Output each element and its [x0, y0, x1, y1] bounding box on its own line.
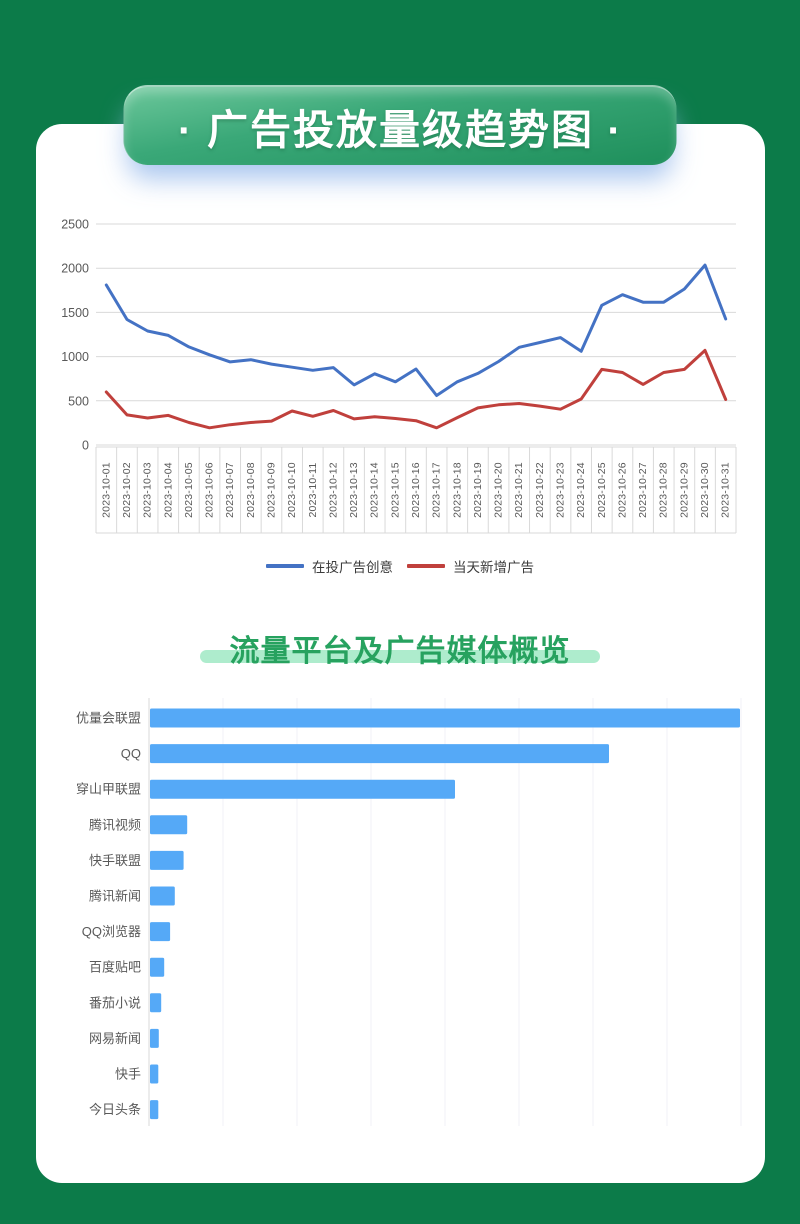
x-axis-label: 2023-10-11	[307, 463, 319, 518]
bar	[150, 886, 175, 906]
y-axis-tick: 500	[68, 394, 89, 408]
x-axis-label: 2023-10-05	[183, 462, 195, 518]
bar	[150, 708, 740, 728]
bar	[150, 957, 165, 977]
x-axis-label: 2023-10-25	[596, 462, 608, 518]
x-axis-label: 2023-10-10	[286, 462, 298, 518]
banner: · 广告投放量级趋势图 ·	[123, 85, 677, 165]
bar-category-label: 网易新闻	[89, 1031, 141, 1046]
legend-swatch-red	[407, 564, 445, 568]
bar	[150, 779, 455, 799]
x-axis-label: 2023-10-21	[513, 462, 525, 518]
x-axis-label: 2023-10-12	[327, 462, 339, 518]
bar	[150, 1100, 159, 1120]
x-axis-label: 2023-10-30	[699, 462, 711, 518]
x-axis-label: 2023-10-28	[658, 462, 670, 518]
x-axis-label: 2023-10-24	[575, 462, 587, 518]
bar-category-label: 番茄小说	[89, 995, 141, 1010]
x-axis-label: 2023-10-08	[245, 462, 257, 518]
x-axis-label: 2023-10-03	[142, 462, 154, 518]
x-axis-label: 2023-10-29	[678, 462, 690, 518]
bar-category-label: 优量会联盟	[76, 711, 141, 726]
bar-category-label: 今日头条	[89, 1102, 141, 1117]
x-axis-label: 2023-10-31	[720, 462, 732, 518]
section2-title: 流量平台及广告媒体概览	[229, 635, 571, 668]
x-axis-label: 2023-10-23	[555, 462, 567, 518]
x-axis-label: 2023-10-17	[431, 462, 443, 518]
bar-category-label: 腾讯新闻	[89, 889, 141, 904]
page-title: · 广告投放量级趋势图 ·	[177, 107, 624, 153]
bar	[150, 815, 188, 835]
x-axis-label: 2023-10-09	[265, 462, 277, 518]
x-axis-label: 2023-10-14	[369, 462, 381, 518]
legend-swatch-blue	[266, 564, 304, 568]
x-axis-label: 2023-10-13	[348, 462, 360, 518]
x-axis-label: 2023-10-27	[637, 462, 649, 518]
title-underline-decoration	[200, 650, 600, 663]
bar	[150, 922, 171, 942]
bar-category-label: QQ	[121, 746, 141, 761]
x-axis-label: 2023-10-16	[410, 462, 422, 518]
x-axis-label: 2023-10-02	[121, 462, 133, 518]
legend-label: 在投广告创意	[312, 560, 393, 575]
trend-line-chart: 0 500 1000 1500 2000 2500 2023-10-01 2023-10-02…	[61, 218, 737, 534]
bar	[150, 1064, 159, 1084]
bar	[150, 744, 609, 764]
bar	[150, 850, 184, 870]
x-axis-label: 2023-10-04	[162, 462, 174, 518]
bar-category-label: 腾讯视频	[89, 817, 141, 832]
line-series-0	[104, 263, 728, 397]
x-axis-label: 2023-10-07	[224, 462, 236, 518]
x-axis-label: 2023-10-15	[389, 462, 401, 518]
legend-item-new-ads: 当天新增广告	[407, 556, 534, 576]
y-axis-tick: 1000	[61, 350, 89, 364]
x-axis-label: 2023-10-01	[100, 462, 112, 518]
legend-label: 当天新增广告	[453, 560, 534, 575]
y-axis-tick: 1500	[61, 306, 89, 320]
x-axis-label: 2023-10-06	[204, 462, 216, 518]
bar	[150, 1028, 159, 1048]
bar-category-label: 快手联盟	[89, 853, 141, 868]
x-axis-label: 2023-10-19	[472, 462, 484, 518]
line-series-1	[104, 348, 728, 430]
line-chart-legend: 在投广告创意 当天新增广告	[0, 556, 800, 576]
y-axis-tick: 2500	[61, 218, 89, 232]
y-axis-tick: 2000	[61, 262, 89, 276]
bar-category-label: 百度贴吧	[89, 960, 141, 975]
bar-category-label: 快手	[115, 1067, 141, 1082]
x-axis-label: 2023-10-26	[616, 462, 628, 518]
x-axis-label: 2023-10-18	[451, 462, 463, 518]
x-axis-label: 2023-10-22	[534, 462, 546, 518]
section2-header: 流量平台及广告媒体概览	[0, 626, 800, 670]
bar-category-label: QQ浏览器	[82, 924, 141, 939]
legend-item-active-creatives: 在投广告创意	[266, 556, 393, 576]
bar	[150, 993, 162, 1013]
bar-category-label: 穿山甲联盟	[76, 782, 141, 797]
x-axis-label: 2023-10-20	[493, 462, 505, 518]
y-axis-tick: 0	[82, 439, 89, 453]
